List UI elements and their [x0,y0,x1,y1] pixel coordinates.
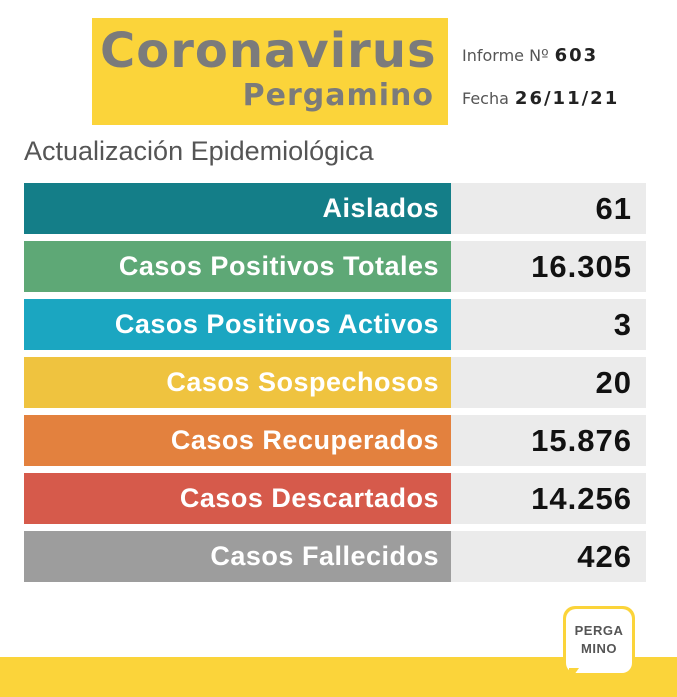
report-label: Informe Nº [462,46,549,65]
row-recuperados: Casos Recuperados 15.876 [24,415,646,466]
row-label: Casos Descartados [24,473,451,524]
stats-table: Aislados 61 Casos Positivos Totales 16.3… [24,183,646,589]
row-label: Casos Positivos Activos [24,299,451,350]
row-fallecidos: Casos Fallecidos 426 [24,531,646,582]
header-title: Coronavirus [100,23,437,79]
row-value: 61 [451,183,646,234]
row-positivos-activos: Casos Positivos Activos 3 [24,299,646,350]
row-label: Casos Sospechosos [24,357,451,408]
logo-speech-tail [569,668,579,682]
report-date: Fecha 26/11/21 [462,88,619,109]
header-subtitle: Pergamino [242,78,434,113]
report-number: Informe Nº 603 [462,45,598,66]
logo-badge: PERGA MINO [566,609,632,673]
row-value: 426 [451,531,646,582]
row-value: 20 [451,357,646,408]
row-value: 3 [451,299,646,350]
row-label: Casos Positivos Totales [24,241,451,292]
logo-text-line1: PERGA [574,623,624,638]
pergamino-logo: PERGA MINO [563,606,635,684]
report-number-value: 603 [554,45,599,66]
row-positivos-totales: Casos Positivos Totales 16.305 [24,241,646,292]
section-title: Actualización Epidemiológica [24,136,374,166]
row-value: 14.256 [451,473,646,524]
row-sospechosos: Casos Sospechosos 20 [24,357,646,408]
header-banner [92,18,448,125]
row-value: 15.876 [451,415,646,466]
row-value: 16.305 [451,241,646,292]
date-value: 26/11/21 [514,88,620,109]
date-label: Fecha [462,89,509,108]
row-label: Casos Fallecidos [24,531,451,582]
row-aislados: Aislados 61 [24,183,646,234]
row-label: Casos Recuperados [24,415,451,466]
row-descartados: Casos Descartados 14.256 [24,473,646,524]
logo-text-line2: MINO [581,641,617,656]
row-label: Aislados [24,183,451,234]
